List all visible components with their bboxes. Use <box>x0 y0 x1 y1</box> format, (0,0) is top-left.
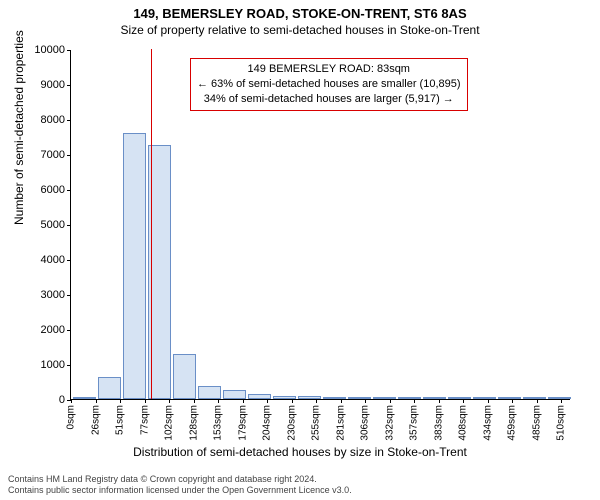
x-tick-label: 51sqm <box>115 405 126 435</box>
x-tick-label: 332sqm <box>385 405 396 441</box>
x-axis-label: Distribution of semi-detached houses by … <box>0 445 600 459</box>
x-tick-label: 383sqm <box>434 405 445 441</box>
footer-attribution: Contains HM Land Registry data © Crown c… <box>8 474 352 496</box>
histogram-bar <box>348 397 371 399</box>
x-tick-mark <box>120 399 121 403</box>
x-tick-label: 179sqm <box>238 405 249 441</box>
histogram-bar <box>548 397 571 399</box>
histogram-bar <box>523 397 546 399</box>
x-tick-label: 281sqm <box>336 405 347 441</box>
y-tick-label: 6000 <box>41 184 65 196</box>
x-tick-mark <box>71 399 72 403</box>
x-tick-mark <box>341 399 342 403</box>
y-tick-label: 10000 <box>34 44 65 56</box>
x-tick-mark <box>561 399 562 403</box>
footer-line-1: Contains HM Land Registry data © Crown c… <box>8 474 352 485</box>
x-tick-label: 0sqm <box>66 405 77 429</box>
histogram-bar <box>273 396 296 400</box>
x-tick-mark <box>194 399 195 403</box>
histogram-bar <box>198 386 221 399</box>
x-tick-mark <box>169 399 170 403</box>
footer-line-2: Contains public sector information licen… <box>8 485 352 496</box>
callout-box: 149 BEMERSLEY ROAD: 83sqm ← 63% of semi-… <box>190 58 468 111</box>
chart-title-main: 149, BEMERSLEY ROAD, STOKE-ON-TRENT, ST6… <box>0 0 600 21</box>
x-tick-mark <box>390 399 391 403</box>
y-tick-mark <box>67 155 71 156</box>
y-tick-mark <box>67 50 71 51</box>
x-tick-mark <box>463 399 464 403</box>
x-tick-label: 459sqm <box>507 405 518 441</box>
x-tick-label: 485sqm <box>532 405 543 441</box>
x-tick-label: 153sqm <box>213 405 224 441</box>
histogram-bar <box>98 377 121 399</box>
y-tick-mark <box>67 85 71 86</box>
x-tick-label: 255sqm <box>311 405 322 441</box>
histogram-bar <box>123 133 146 399</box>
y-tick-label: 4000 <box>41 254 65 266</box>
x-tick-label: 408sqm <box>458 405 469 441</box>
x-tick-label: 357sqm <box>409 405 420 441</box>
y-tick-label: 1000 <box>41 359 65 371</box>
x-tick-label: 102sqm <box>164 405 175 441</box>
x-tick-mark <box>267 399 268 403</box>
callout-line-1: 149 BEMERSLEY ROAD: 83sqm <box>197 62 461 77</box>
y-axis-label: Number of semi-detached properties <box>12 30 26 225</box>
x-tick-mark <box>316 399 317 403</box>
x-tick-label: 77sqm <box>140 405 151 435</box>
y-tick-label: 3000 <box>41 289 65 301</box>
x-tick-label: 230sqm <box>287 405 298 441</box>
x-tick-mark <box>512 399 513 403</box>
x-tick-mark <box>292 399 293 403</box>
x-tick-label: 204sqm <box>262 405 273 441</box>
x-tick-label: 26sqm <box>91 405 102 435</box>
chart-title-sub: Size of property relative to semi-detach… <box>0 21 600 37</box>
y-tick-mark <box>67 190 71 191</box>
y-tick-mark <box>67 330 71 331</box>
x-tick-label: 306sqm <box>360 405 371 441</box>
callout-line-3: 34% of semi-detached houses are larger (… <box>197 92 461 107</box>
y-tick-label: 8000 <box>41 114 65 126</box>
y-tick-mark <box>67 365 71 366</box>
x-tick-mark <box>488 399 489 403</box>
histogram-bar <box>498 397 521 399</box>
histogram-bar <box>448 397 471 399</box>
chart-container: 149, BEMERSLEY ROAD, STOKE-ON-TRENT, ST6… <box>0 0 600 500</box>
y-tick-label: 2000 <box>41 324 65 336</box>
y-tick-label: 0 <box>59 394 65 406</box>
y-tick-label: 5000 <box>41 219 65 231</box>
x-tick-mark <box>414 399 415 403</box>
x-tick-label: 510sqm <box>556 405 567 441</box>
histogram-bar <box>173 354 196 400</box>
y-tick-mark <box>67 120 71 121</box>
x-tick-mark <box>96 399 97 403</box>
histogram-bar <box>373 397 396 399</box>
x-tick-mark <box>365 399 366 403</box>
y-tick-label: 9000 <box>41 79 65 91</box>
histogram-bar <box>298 396 321 399</box>
x-tick-label: 434sqm <box>483 405 494 441</box>
chart-area: 0100020003000400050006000700080009000100… <box>70 50 570 400</box>
x-tick-mark <box>537 399 538 403</box>
histogram-bar <box>398 397 421 399</box>
histogram-bar <box>473 397 496 399</box>
y-tick-mark <box>67 225 71 226</box>
x-tick-mark <box>243 399 244 403</box>
histogram-bar <box>248 394 271 399</box>
y-tick-label: 7000 <box>41 149 65 161</box>
histogram-bar <box>73 397 96 399</box>
x-tick-mark <box>218 399 219 403</box>
x-tick-label: 128sqm <box>189 405 200 441</box>
property-marker-line <box>151 49 152 399</box>
histogram-bar <box>223 390 246 399</box>
y-tick-mark <box>67 295 71 296</box>
x-tick-mark <box>439 399 440 403</box>
histogram-bar <box>323 397 346 399</box>
histogram-bar <box>423 397 446 399</box>
x-tick-mark <box>145 399 146 403</box>
callout-line-2: ← 63% of semi-detached houses are smalle… <box>197 77 461 92</box>
y-tick-mark <box>67 260 71 261</box>
